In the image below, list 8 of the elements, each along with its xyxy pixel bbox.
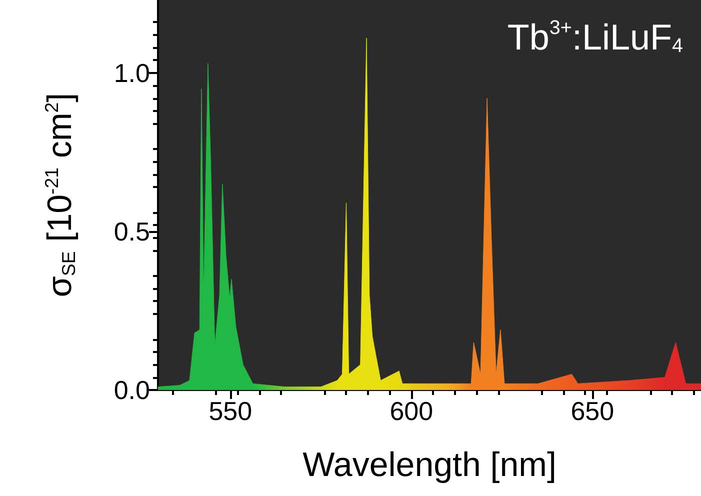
x-tick-label: 650 xyxy=(570,396,614,426)
y-tick-label: 0.5 xyxy=(114,216,150,246)
y-axis-title: σSE [10-21 cm2] xyxy=(41,92,79,298)
y-tick-label: 0.0 xyxy=(114,375,150,405)
x-tick-label: 600 xyxy=(390,396,434,426)
x-tick-label: 550 xyxy=(208,396,252,426)
x-axis-title: Wavelength [nm] xyxy=(302,446,556,484)
y-tick-label: 1.0 xyxy=(114,58,150,88)
